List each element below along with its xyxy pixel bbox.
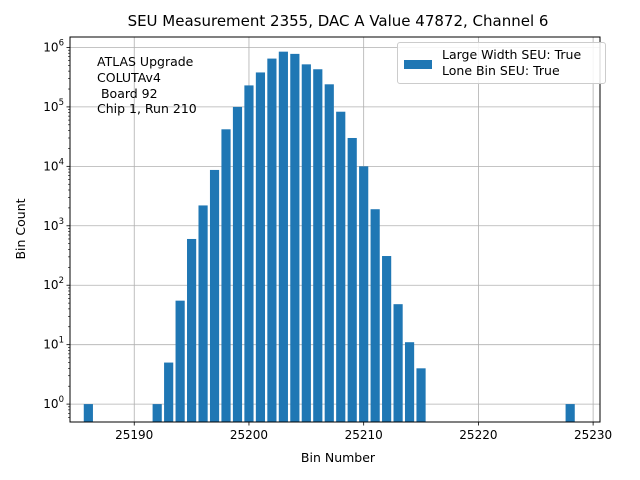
histogram-bar	[152, 404, 162, 422]
histogram-bar	[290, 53, 300, 422]
histogram-bar	[416, 368, 426, 422]
histogram-bar	[209, 169, 220, 422]
histogram-bar	[255, 72, 266, 422]
histogram-bar	[232, 106, 243, 422]
histogram-bar	[267, 58, 277, 423]
histogram-bar	[175, 300, 185, 422]
y-tick-label: 105	[43, 98, 64, 114]
histogram-bar	[565, 404, 575, 422]
x-axis-ticks: 25190 25200 25210 25220 25230	[115, 422, 612, 442]
bars	[83, 51, 575, 423]
histogram-bar	[221, 129, 231, 422]
chart-title: SEU Measurement 2355, DAC A Value 47872,…	[128, 12, 549, 30]
legend: Large Width SEU: True Lone Bin SEU: True	[397, 42, 606, 84]
x-tick-label: 25190	[115, 428, 153, 442]
annotation-line: Chip 1, Run 210	[97, 101, 197, 117]
histogram-bar	[198, 205, 208, 422]
x-tick-label: 25200	[230, 428, 268, 442]
y-tick-label: 104	[43, 157, 64, 173]
annotation-line: COLUTAv4	[97, 69, 161, 85]
x-tick-label: 25230	[574, 428, 612, 442]
x-tick-label: 25220	[459, 428, 497, 442]
annotation-line: Board 92	[97, 85, 158, 101]
histogram-bar	[244, 85, 254, 422]
legend-swatch	[404, 60, 432, 69]
plot-frame	[69, 36, 601, 423]
annotation-line: ATLAS Upgrade	[97, 54, 194, 69]
histogram-bar	[347, 137, 357, 422]
chart-annotation: ATLAS Upgrade COLUTAv4 Board 92 Chip 1, Ru…	[97, 54, 197, 117]
y-tick-label: 102	[43, 276, 64, 292]
legend-label-large-width: Large Width SEU: True	[442, 47, 582, 62]
histogram-bar	[393, 304, 403, 422]
histogram-bar	[370, 209, 380, 422]
histogram-bar	[313, 69, 323, 423]
y-tick-label: 101	[43, 336, 64, 352]
histogram-bar	[359, 166, 369, 422]
x-tick-label: 25210	[345, 428, 383, 442]
histogram-bar	[301, 64, 311, 422]
histogram-bar	[164, 362, 174, 422]
histogram-bar	[324, 84, 334, 422]
histogram-bar	[336, 111, 346, 422]
y-axis-label: Bin Count	[13, 198, 28, 259]
histogram-bar	[83, 404, 93, 422]
y-axis-ticks: 100 101 102 103 104 105 106	[43, 38, 70, 418]
histogram-bar	[278, 51, 288, 422]
legend-label-lone-bin: Lone Bin SEU: True	[442, 63, 560, 78]
y-tick-label: 100	[43, 395, 64, 411]
y-tick-label: 106	[43, 38, 64, 54]
histogram-bar	[187, 238, 197, 422]
histogram-bar	[404, 342, 415, 422]
histogram-bar	[382, 256, 392, 422]
x-axis-label: Bin Number	[301, 450, 376, 465]
y-tick-label: 103	[43, 217, 64, 233]
